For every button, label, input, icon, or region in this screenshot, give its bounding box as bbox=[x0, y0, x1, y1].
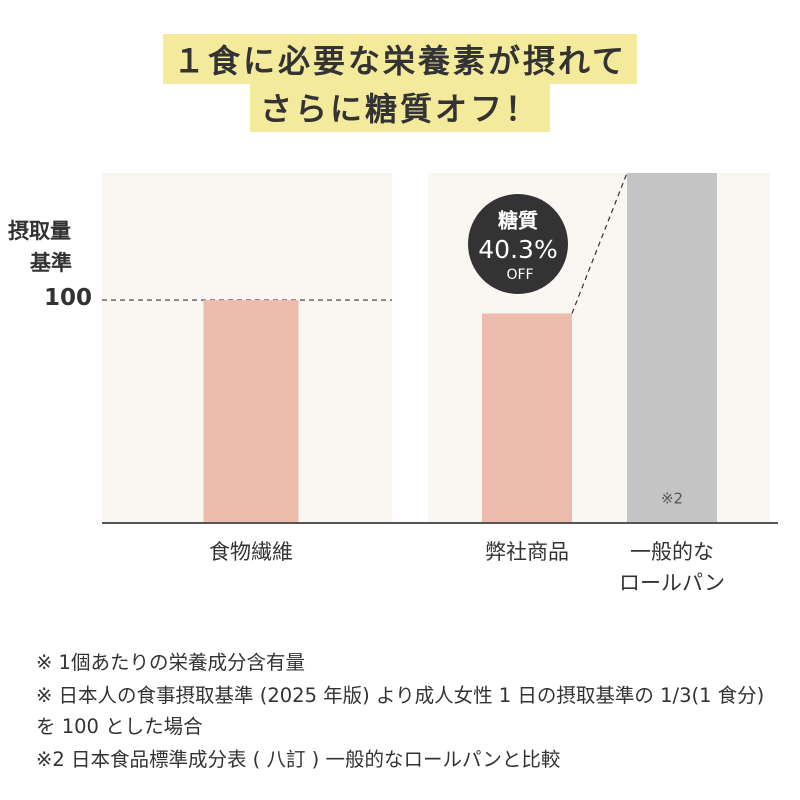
footnote: ※ 1個あたりの栄養成分含有量 bbox=[36, 651, 305, 674]
badge-value: 40.3% bbox=[478, 235, 557, 264]
title-line: さらに糖質オフ！ bbox=[249, 82, 551, 132]
x-tick-label: 一般的な ロールパン bbox=[618, 540, 726, 595]
y-tick-label: 100 bbox=[44, 285, 93, 312]
bar bbox=[627, 173, 717, 523]
badge-suffix: OFF bbox=[506, 267, 533, 283]
bar-note: ※2 bbox=[661, 490, 683, 508]
footnote: ※ 日本人の食事摂取基準 (2025 年版) より成人女性 1 日の摂取基準の … bbox=[36, 684, 765, 738]
badge bbox=[468, 194, 568, 294]
x-tick-label: 食物繊維 bbox=[209, 540, 293, 564]
x-tick-label: 弊社商品 bbox=[485, 540, 569, 564]
y-label: 基準 bbox=[30, 251, 72, 275]
footnote: ※2 日本食品標準成分表 ( 八訂 ) 一般的なロールパンと比較 bbox=[36, 748, 561, 771]
badge-label: 糖質 bbox=[498, 209, 538, 233]
title-line: １食に必要な栄養素が摂れて bbox=[162, 34, 638, 84]
bar bbox=[482, 313, 572, 523]
connector bbox=[571, 172, 628, 314]
y-label: 摂取量 bbox=[8, 219, 71, 243]
bar bbox=[203, 300, 299, 523]
